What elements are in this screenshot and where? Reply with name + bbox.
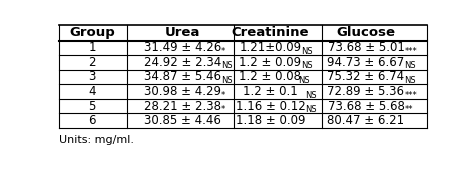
Text: Glucose: Glucose: [337, 26, 395, 39]
Text: NS: NS: [305, 91, 317, 100]
Text: Units: mg/ml.: Units: mg/ml.: [59, 135, 134, 144]
Text: 2: 2: [89, 56, 96, 69]
Text: 3: 3: [89, 71, 96, 83]
Text: 1.2 ± 0.09: 1.2 ± 0.09: [239, 56, 301, 69]
Text: NS: NS: [404, 76, 416, 85]
Text: NS: NS: [221, 62, 232, 71]
Text: NS: NS: [305, 105, 317, 114]
Text: 31.49 ± 4.26: 31.49 ± 4.26: [144, 41, 221, 54]
Text: 94.73 ± 6.67: 94.73 ± 6.67: [328, 56, 405, 69]
Text: 75.32 ± 6.74: 75.32 ± 6.74: [328, 71, 404, 83]
Text: Creatinine: Creatinine: [232, 26, 309, 39]
Text: 30.98 ± 4.29: 30.98 ± 4.29: [144, 85, 221, 98]
Text: ***: ***: [405, 47, 418, 56]
Text: ***: ***: [404, 91, 417, 100]
Text: 4: 4: [89, 85, 96, 98]
Text: 73.68 ± 5.68: 73.68 ± 5.68: [328, 100, 404, 113]
Text: 1.16 ± 0.12: 1.16 ± 0.12: [236, 100, 305, 113]
Text: NS: NS: [301, 47, 313, 56]
Text: 6: 6: [89, 114, 96, 127]
Text: *: *: [221, 47, 225, 56]
Text: NS: NS: [221, 76, 232, 85]
Text: 73.68 ± 5.01: 73.68 ± 5.01: [328, 41, 404, 54]
Text: 1: 1: [89, 41, 96, 54]
Text: 1.2 ± 0.1: 1.2 ± 0.1: [243, 85, 298, 98]
Text: 34.87 ± 5.46: 34.87 ± 5.46: [144, 71, 221, 83]
Text: 80.47 ± 6.21: 80.47 ± 6.21: [328, 114, 404, 127]
Text: Group: Group: [69, 26, 115, 39]
Text: **: **: [404, 105, 413, 114]
Text: 30.85 ± 4.46: 30.85 ± 4.46: [144, 114, 221, 127]
Text: 1.18 ± 0.09: 1.18 ± 0.09: [236, 114, 305, 127]
Text: 1.21±0.09: 1.21±0.09: [239, 41, 301, 54]
Text: Urea: Urea: [164, 26, 200, 39]
Text: NS: NS: [404, 62, 416, 71]
Text: NS: NS: [301, 62, 313, 71]
Text: *: *: [221, 105, 225, 114]
Text: 24.92 ± 2.34: 24.92 ± 2.34: [144, 56, 221, 69]
Text: 1.2 ± 0.08: 1.2 ± 0.08: [239, 71, 301, 83]
Text: *: *: [221, 91, 225, 100]
Text: 72.89 ± 5.36: 72.89 ± 5.36: [328, 85, 404, 98]
Text: 28.21 ± 2.38: 28.21 ± 2.38: [144, 100, 221, 113]
Text: 5: 5: [89, 100, 96, 113]
Text: NS: NS: [298, 76, 310, 85]
